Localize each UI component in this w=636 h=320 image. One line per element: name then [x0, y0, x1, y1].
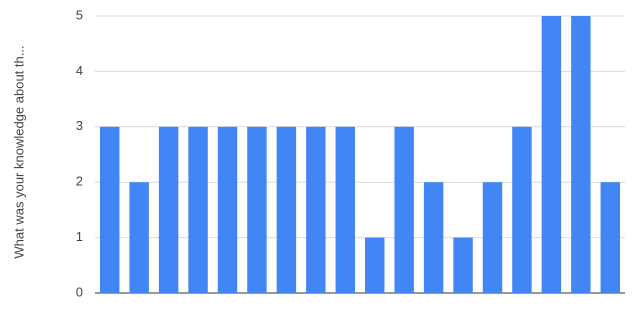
bar [453, 237, 473, 293]
bar [512, 126, 532, 293]
bar [100, 126, 120, 293]
bar [335, 126, 355, 293]
bar [247, 126, 267, 293]
bar [394, 126, 414, 293]
y-tick-label: 2 [76, 174, 83, 189]
bar [276, 126, 297, 293]
bar [541, 16, 562, 293]
y-axis-label: What was your knowledge about th... [11, 45, 26, 258]
bar [158, 126, 179, 293]
y-tick-label: 3 [76, 118, 83, 133]
y-tick-label: 1 [76, 229, 83, 244]
bar [365, 237, 385, 293]
y-tick-label: 4 [76, 63, 83, 78]
bar [423, 182, 444, 293]
bar [571, 16, 591, 293]
bar [306, 126, 326, 293]
bar [482, 182, 503, 293]
bar [600, 182, 620, 293]
bar [217, 126, 238, 293]
bar [129, 182, 149, 293]
bar [188, 126, 208, 293]
y-tick-label: 0 [76, 284, 83, 299]
y-tick-label: 5 [76, 7, 83, 22]
